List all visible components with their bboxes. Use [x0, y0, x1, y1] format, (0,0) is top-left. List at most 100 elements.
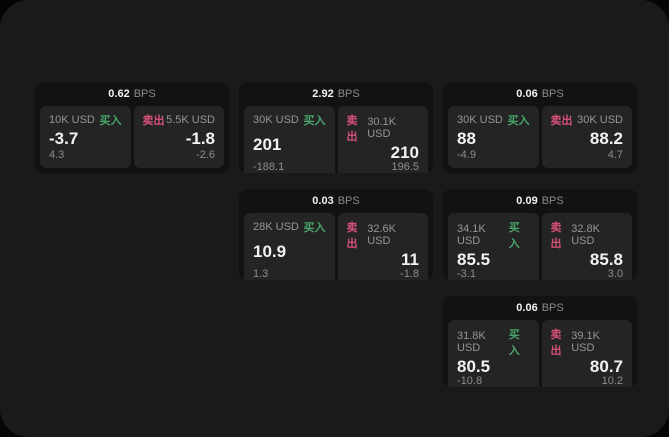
bps-spread-header: 0.03 BPS	[239, 189, 433, 213]
bps-unit-label: BPS	[541, 88, 564, 100]
bps-unit-label: BPS	[133, 88, 156, 100]
sell-price: 88.2	[589, 129, 623, 148]
bps-value: 2.92	[312, 88, 334, 100]
bps-unit-label: BPS	[541, 302, 564, 314]
buy-amount: 30K USD	[457, 114, 503, 126]
bps-spread-header: 0.06 BPS	[443, 82, 637, 106]
sell-amount: 39.1K USD	[571, 330, 600, 354]
sell-panel-top: 卖出 32.6K USD	[347, 219, 420, 251]
buy-panel-top: 30K USD 买入	[253, 112, 326, 128]
bps-unit-label: BPS	[337, 88, 360, 100]
buy-amount: 31.8K USD	[457, 330, 486, 354]
sell-panel[interactable]: 卖出 32.6K USD 11 -1.8	[337, 213, 428, 280]
sell-panel[interactable]: 卖出 30K USD 88.2 4.7	[541, 106, 632, 168]
buy-side-label: 买入	[508, 329, 520, 357]
sell-delta: 4.7	[607, 149, 623, 161]
buy-side-label: 买入	[99, 115, 122, 127]
buy-price: 201	[253, 135, 282, 154]
sell-panel[interactable]: 卖出 39.1K USD 80.7 10.2	[541, 320, 632, 387]
buy-side-label: 买入	[507, 115, 530, 127]
sell-amount: 32.6K USD	[367, 223, 396, 247]
bps-spread-header: 2.92 BPS	[239, 82, 433, 106]
sell-delta: -1.8	[400, 268, 419, 280]
quote-card-body: 30K USD 买入 201 -188.1 卖出 30.1K USD 210 1…	[239, 106, 433, 173]
sell-side-label: 卖出	[550, 222, 562, 250]
quote-card-body: 34.1K USD 买入 85.5 -3.1 卖出 32.8K USD 85.8…	[443, 213, 637, 280]
bps-unit-label: BPS	[541, 195, 564, 207]
buy-price: 85.5	[457, 250, 491, 269]
buy-price: 10.9	[253, 242, 287, 261]
sell-price: -1.8	[185, 129, 215, 148]
buy-panel[interactable]: 34.1K USD 买入 85.5 -3.1	[448, 213, 539, 280]
buy-side-label: 买入	[303, 115, 326, 127]
quote-card: 0.06 BPS 31.8K USD 买入 80.5 -10.8 卖出 39.1…	[443, 296, 637, 387]
buy-panel[interactable]: 10K USD 买入 -3.7 4.3	[40, 106, 131, 168]
buy-delta: -4.9	[457, 149, 476, 161]
sell-delta: -2.6	[196, 149, 215, 161]
quote-card: 0.06 BPS 30K USD 买入 88 -4.9 卖出 30K USD 8…	[443, 82, 637, 173]
buy-panel-top: 28K USD 买入	[253, 219, 326, 235]
sell-side-label: 卖出	[550, 115, 573, 127]
bps-spread-header: 0.09 BPS	[443, 189, 637, 213]
quote-card-body: 30K USD 买入 88 -4.9 卖出 30K USD 88.2 4.7	[443, 106, 637, 173]
sell-panel-top: 卖出 5.5K USD	[143, 112, 216, 128]
sell-side-label: 卖出	[346, 115, 358, 143]
bps-value: 0.62	[108, 88, 130, 100]
bps-unit-label: BPS	[337, 195, 360, 207]
buy-panel[interactable]: 28K USD 买入 10.9 1.3	[244, 213, 335, 280]
buy-panel-top: 31.8K USD 买入	[457, 326, 530, 358]
buy-amount: 10K USD	[49, 114, 95, 126]
buy-price: 80.5	[457, 357, 491, 376]
buy-panel[interactable]: 30K USD 买入 88 -4.9	[448, 106, 539, 168]
quote-cards-grid: 0.62 BPS 10K USD 买入 -3.7 4.3 卖出 5.5K USD…	[35, 82, 637, 387]
sell-side-label: 卖出	[550, 329, 562, 357]
bps-spread-header: 0.06 BPS	[443, 296, 637, 320]
quote-card: 0.62 BPS 10K USD 买入 -3.7 4.3 卖出 5.5K USD…	[35, 82, 229, 173]
buy-panel-top: 10K USD 买入	[49, 112, 122, 128]
quote-card-body: 10K USD 买入 -3.7 4.3 卖出 5.5K USD -1.8 -2.…	[35, 106, 229, 173]
bps-value: 0.06	[516, 88, 538, 100]
buy-side-label: 买入	[303, 222, 326, 234]
buy-panel-top: 30K USD 买入	[457, 112, 530, 128]
sell-delta: 3.0	[607, 268, 623, 280]
sell-delta: 196.5	[391, 161, 419, 173]
quote-card: 0.09 BPS 34.1K USD 买入 85.5 -3.1 卖出 32.8K…	[443, 189, 637, 280]
buy-delta: -10.8	[457, 375, 483, 387]
buy-delta: 1.3	[253, 268, 269, 280]
sell-panel[interactable]: 卖出 32.8K USD 85.8 3.0	[541, 213, 632, 280]
sell-panel[interactable]: 卖出 5.5K USD -1.8 -2.6	[133, 106, 224, 168]
sell-amount: 5.5K USD	[166, 114, 215, 126]
sell-panel-top: 卖出 30.1K USD	[347, 112, 420, 144]
quote-card: 2.92 BPS 30K USD 买入 201 -188.1 卖出 30.1K …	[239, 82, 433, 173]
sell-amount: 32.8K USD	[571, 223, 600, 247]
buy-delta: -3.1	[457, 268, 476, 280]
sell-amount: 30K USD	[577, 114, 623, 126]
buy-amount: 34.1K USD	[457, 223, 486, 247]
buy-panel-top: 34.1K USD 买入	[457, 219, 530, 251]
buy-amount: 30K USD	[253, 114, 299, 126]
sell-price: 85.8	[589, 250, 623, 269]
bps-value: 0.09	[516, 195, 538, 207]
sell-panel-top: 卖出 32.8K USD	[551, 219, 624, 251]
sell-side-label: 卖出	[142, 115, 165, 127]
buy-panel[interactable]: 30K USD 买入 201 -188.1	[244, 106, 335, 173]
buy-side-label: 买入	[508, 222, 520, 250]
sell-price: 210	[390, 143, 419, 162]
sell-panel[interactable]: 卖出 30.1K USD 210 196.5	[337, 106, 428, 173]
buy-panel[interactable]: 31.8K USD 买入 80.5 -10.8	[448, 320, 539, 387]
sell-delta: 10.2	[601, 375, 623, 387]
sell-price: 80.7	[589, 357, 623, 376]
quote-card-body: 28K USD 买入 10.9 1.3 卖出 32.6K USD 11 -1.8	[239, 213, 433, 280]
quote-card-body: 31.8K USD 买入 80.5 -10.8 卖出 39.1K USD 80.…	[443, 320, 637, 387]
quote-card: 0.03 BPS 28K USD 买入 10.9 1.3 卖出 32.6K US…	[239, 189, 433, 280]
sell-panel-top: 卖出 30K USD	[551, 112, 624, 128]
bps-value: 0.03	[312, 195, 334, 207]
sell-price: 11	[401, 250, 419, 269]
buy-delta: -188.1	[253, 161, 285, 173]
buy-amount: 28K USD	[253, 221, 299, 233]
buy-price: -3.7	[49, 129, 79, 148]
bps-spread-header: 0.62 BPS	[35, 82, 229, 106]
buy-price: 88	[457, 129, 476, 148]
bps-value: 0.06	[516, 302, 538, 314]
